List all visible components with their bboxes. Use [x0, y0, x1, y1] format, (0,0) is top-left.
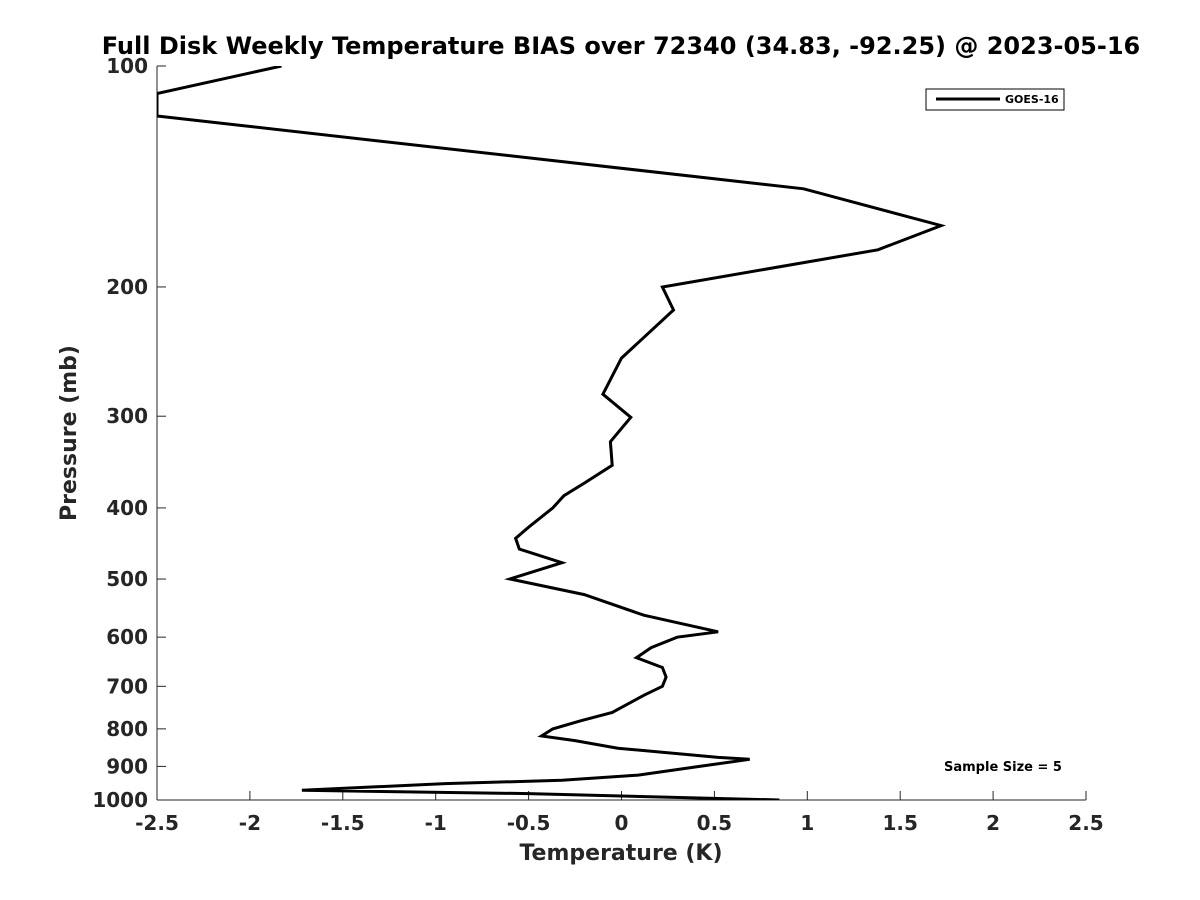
y-tick-label: 800 — [106, 717, 148, 741]
legend-label-goes-16: GOES-16 — [1005, 93, 1059, 106]
x-tick-label: 0 — [615, 811, 629, 835]
y-tick-label: 500 — [106, 567, 148, 591]
x-tick-label: -2 — [239, 811, 261, 835]
y-tick-label: 600 — [106, 625, 148, 649]
x-tick-label: 2.5 — [1068, 811, 1103, 835]
sample-size-annotation: Sample Size = 5 — [944, 760, 1062, 775]
x-tick-label: 2 — [986, 811, 1000, 835]
x-tick-label: -1 — [425, 811, 447, 835]
x-tick-label: -1.5 — [321, 811, 365, 835]
series-line-goes-16 — [157, 66, 946, 800]
series-layer — [157, 66, 946, 800]
y-tick-label: 200 — [106, 275, 148, 299]
y-tick-label: 1000 — [92, 788, 148, 812]
y-tick-label: 100 — [106, 54, 148, 78]
y-tick-label: 700 — [106, 674, 148, 698]
y-tick-label: 400 — [106, 496, 148, 520]
x-tick-label: 1.5 — [882, 811, 917, 835]
x-axis: -2.5 -2 -1.5 -1 -0.5 0 0.5 1 1.5 2 2.5 — [135, 791, 1104, 835]
x-tick-label: -0.5 — [507, 811, 551, 835]
y-tick-label: 300 — [106, 404, 148, 428]
y-axis: 100 200 300 400 500 600 700 800 900 1000 — [92, 54, 166, 812]
x-axis-label: Temperature (K) — [519, 841, 722, 866]
chart-title: Full Disk Weekly Temperature BIAS over 7… — [102, 32, 1141, 60]
y-axis-label: Pressure (mb) — [57, 345, 82, 521]
y-tick-label: 900 — [106, 754, 148, 778]
legend: GOES-16 — [925, 88, 1065, 111]
x-tick-label: 1 — [800, 811, 814, 835]
x-tick-label: 0.5 — [697, 811, 732, 835]
x-tick-label: -2.5 — [135, 811, 179, 835]
